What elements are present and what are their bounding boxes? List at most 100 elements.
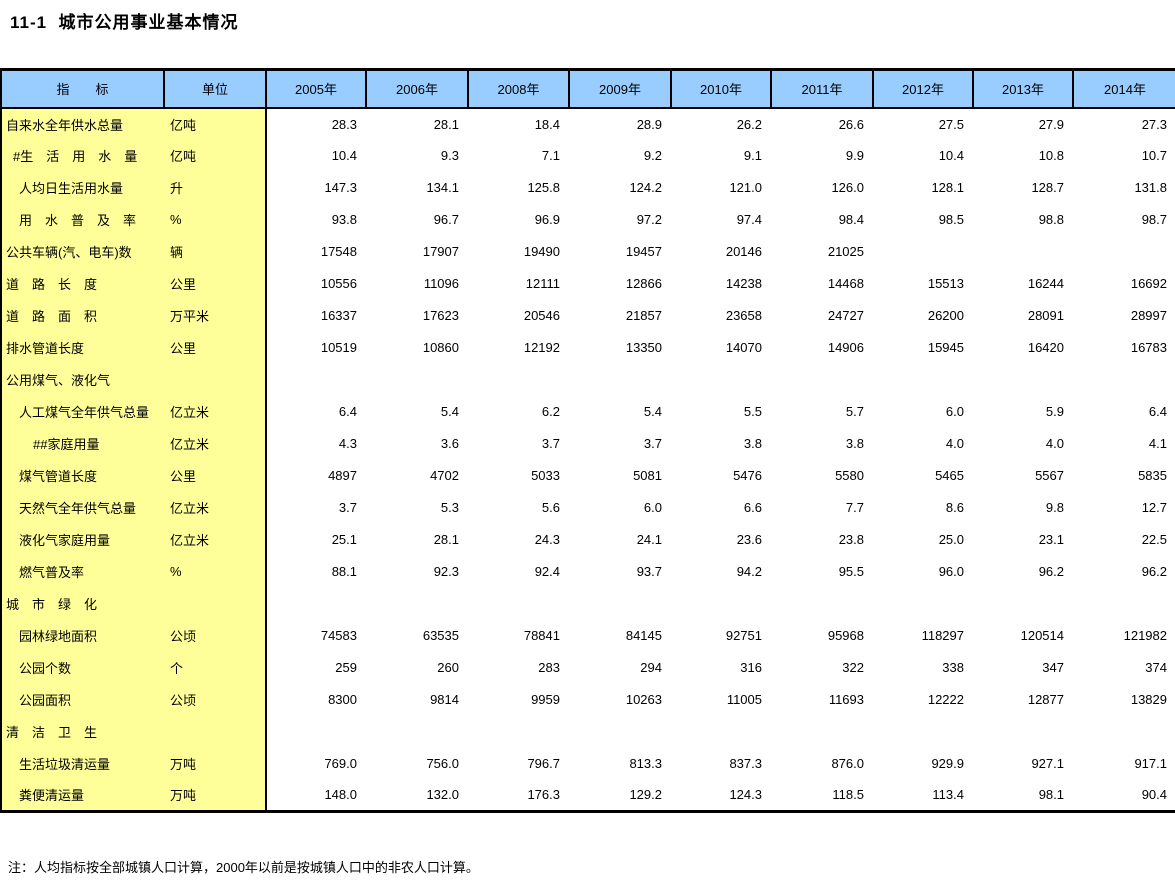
value-cell: 120514: [1020, 628, 1064, 643]
row-unit: [164, 715, 266, 748]
value-cell: 148.0: [265, 779, 366, 813]
value-cell: 4897: [265, 459, 366, 492]
value-cell: 3.8: [743, 436, 762, 451]
row-unit: [164, 587, 266, 620]
row-label: ##家庭用量: [0, 427, 164, 460]
value-cell: 27.9: [1038, 116, 1064, 132]
value-cell: 28.1: [433, 116, 459, 132]
value-cell: 19490: [523, 244, 560, 259]
value-cell: 134.1: [426, 180, 459, 195]
value-cell: 113.4: [873, 779, 973, 813]
value-cell: 24.3: [534, 532, 560, 547]
value-cell: 10860: [422, 340, 459, 355]
value-cell: 21025: [827, 244, 864, 259]
value-cell: 118.5: [771, 779, 873, 813]
value-cell: 15945: [927, 340, 964, 355]
value-cell: 98.8: [1038, 212, 1064, 227]
value-cell: 12192: [523, 340, 560, 355]
value-cell: 17623: [422, 308, 459, 323]
value-cell: [671, 364, 771, 396]
value-cell: 124.3: [671, 779, 771, 813]
value-cell: 14906: [827, 340, 864, 355]
value-cell: 14468: [827, 276, 864, 291]
value-cell: 4.0: [945, 436, 964, 451]
value-cell: 23.1: [1038, 532, 1064, 547]
row-label: 煤气管道长度: [0, 459, 164, 492]
table-row: 道 路 面 积万平米 16337 17623 20546 21857 23658 24727…: [0, 299, 1175, 332]
value-cell: 9.1: [743, 148, 762, 163]
value-cell: 5476: [733, 468, 762, 483]
row-unit: 公顷: [164, 619, 266, 652]
row-unit: 公里: [164, 331, 266, 364]
row-label: 公共车辆(汽、电车)数: [0, 235, 164, 268]
value-cell: 23.8: [838, 532, 864, 547]
value-cell: 9959: [531, 692, 560, 707]
table-row: 液化气家庭用量 亿立米 25.1 28.1 24.3 24.1 23.6 23.8 25.0 23…: [0, 523, 1175, 556]
value-cell: 98.1: [973, 779, 1073, 813]
value-cell: 13350: [625, 340, 662, 355]
table-row: 公共车辆(汽、电车)数辆 17548 17907 19490 19457 20146 210…: [0, 235, 1175, 268]
row-label: 粪便清运量: [0, 779, 164, 813]
value-cell: [1073, 588, 1175, 620]
row-label: 生活垃圾清运量: [0, 747, 164, 780]
value-cell: 22.5: [1141, 532, 1167, 547]
value-cell: 26.6: [838, 116, 864, 132]
value-cell: 16420: [1027, 340, 1064, 355]
value-cell: [468, 364, 569, 396]
row-unit: 公里: [164, 459, 266, 492]
value-cell: 294: [640, 660, 662, 675]
column-header-indicator: 指 标: [0, 68, 165, 109]
value-cell: 5081: [633, 468, 662, 483]
value-cell: 176.3: [468, 779, 569, 813]
value-cell: [265, 587, 366, 620]
statistics-table: 指 标单位 2005年 2006年 2008年 2009年 2010年 2011年 2012年…: [0, 68, 1175, 813]
column-header-2008年: 2008年: [467, 68, 570, 109]
row-unit: 公顷: [164, 683, 266, 716]
table-row: 园林绿地面积 公顷 74583 63535 78841 84145 92751 95968 11…: [0, 619, 1175, 652]
table-header-row: 指 标单位 2005年 2006年 2008年 2009年 2010年 2011年 2012年…: [0, 68, 1175, 109]
value-cell: 5835: [1138, 468, 1167, 483]
value-cell: 74583: [265, 619, 366, 652]
column-header-2009年: 2009年: [568, 68, 672, 109]
row-label: 公园个数: [0, 651, 164, 684]
value-cell: 25.1: [265, 523, 366, 556]
row-unit: 亿吨: [164, 107, 266, 140]
value-cell: 7.7: [845, 500, 864, 515]
value-cell: 12222: [927, 692, 964, 707]
value-cell: [569, 364, 671, 396]
value-cell: 4.0: [1045, 436, 1064, 451]
row-unit: %: [164, 555, 266, 588]
value-cell: 11005: [726, 692, 762, 707]
value-cell: 5465: [935, 468, 964, 483]
table-row: 公园面积 公顷 8300 9814 9959 10263 11005 11693 12222 12…: [0, 683, 1175, 716]
value-cell: [1073, 236, 1175, 268]
value-cell: 17548: [265, 235, 366, 268]
value-cell: 20146: [725, 244, 762, 259]
value-cell: 5.3: [440, 500, 459, 515]
value-cell: 132.0: [366, 779, 468, 813]
value-cell: 24.1: [636, 532, 662, 547]
value-cell: 12111: [525, 276, 560, 291]
value-cell: 10519: [265, 331, 366, 364]
value-cell: 5.4: [440, 404, 459, 419]
row-label: 人工煤气全年供气总量: [0, 395, 164, 428]
value-cell: 21857: [625, 308, 662, 323]
row-unit: 个: [164, 651, 266, 684]
value-cell: 98.5: [938, 212, 964, 227]
table-row: 生活垃圾清运量 万吨 769.0 756.0 796.7 813.3 837.3 876.0 9…: [0, 747, 1175, 780]
table-row: 道 路 长 度公里 10556 11096 12111 12866 14238 14468 1…: [0, 267, 1175, 300]
value-cell: 28.1: [433, 532, 459, 547]
row-unit: 亿吨: [164, 139, 266, 172]
value-cell: 96.7: [433, 212, 459, 227]
value-cell: 14070: [725, 340, 762, 355]
column-header-2014年: 2014年: [1072, 68, 1175, 109]
value-cell: [873, 236, 973, 268]
row-label: 液化气家庭用量: [0, 523, 164, 556]
value-cell: 316: [740, 660, 762, 675]
value-cell: 5.6: [541, 500, 560, 515]
value-cell: 10263: [625, 692, 662, 707]
value-cell: 16692: [1130, 276, 1167, 291]
table-row: 天然气全年供气总量 亿立米 3.7 5.3 5.6 6.0 6.6 7.7 8.6 9.8 12.7: [0, 491, 1175, 524]
value-cell: 16244: [1027, 276, 1064, 291]
value-cell: 12877: [1027, 692, 1064, 707]
